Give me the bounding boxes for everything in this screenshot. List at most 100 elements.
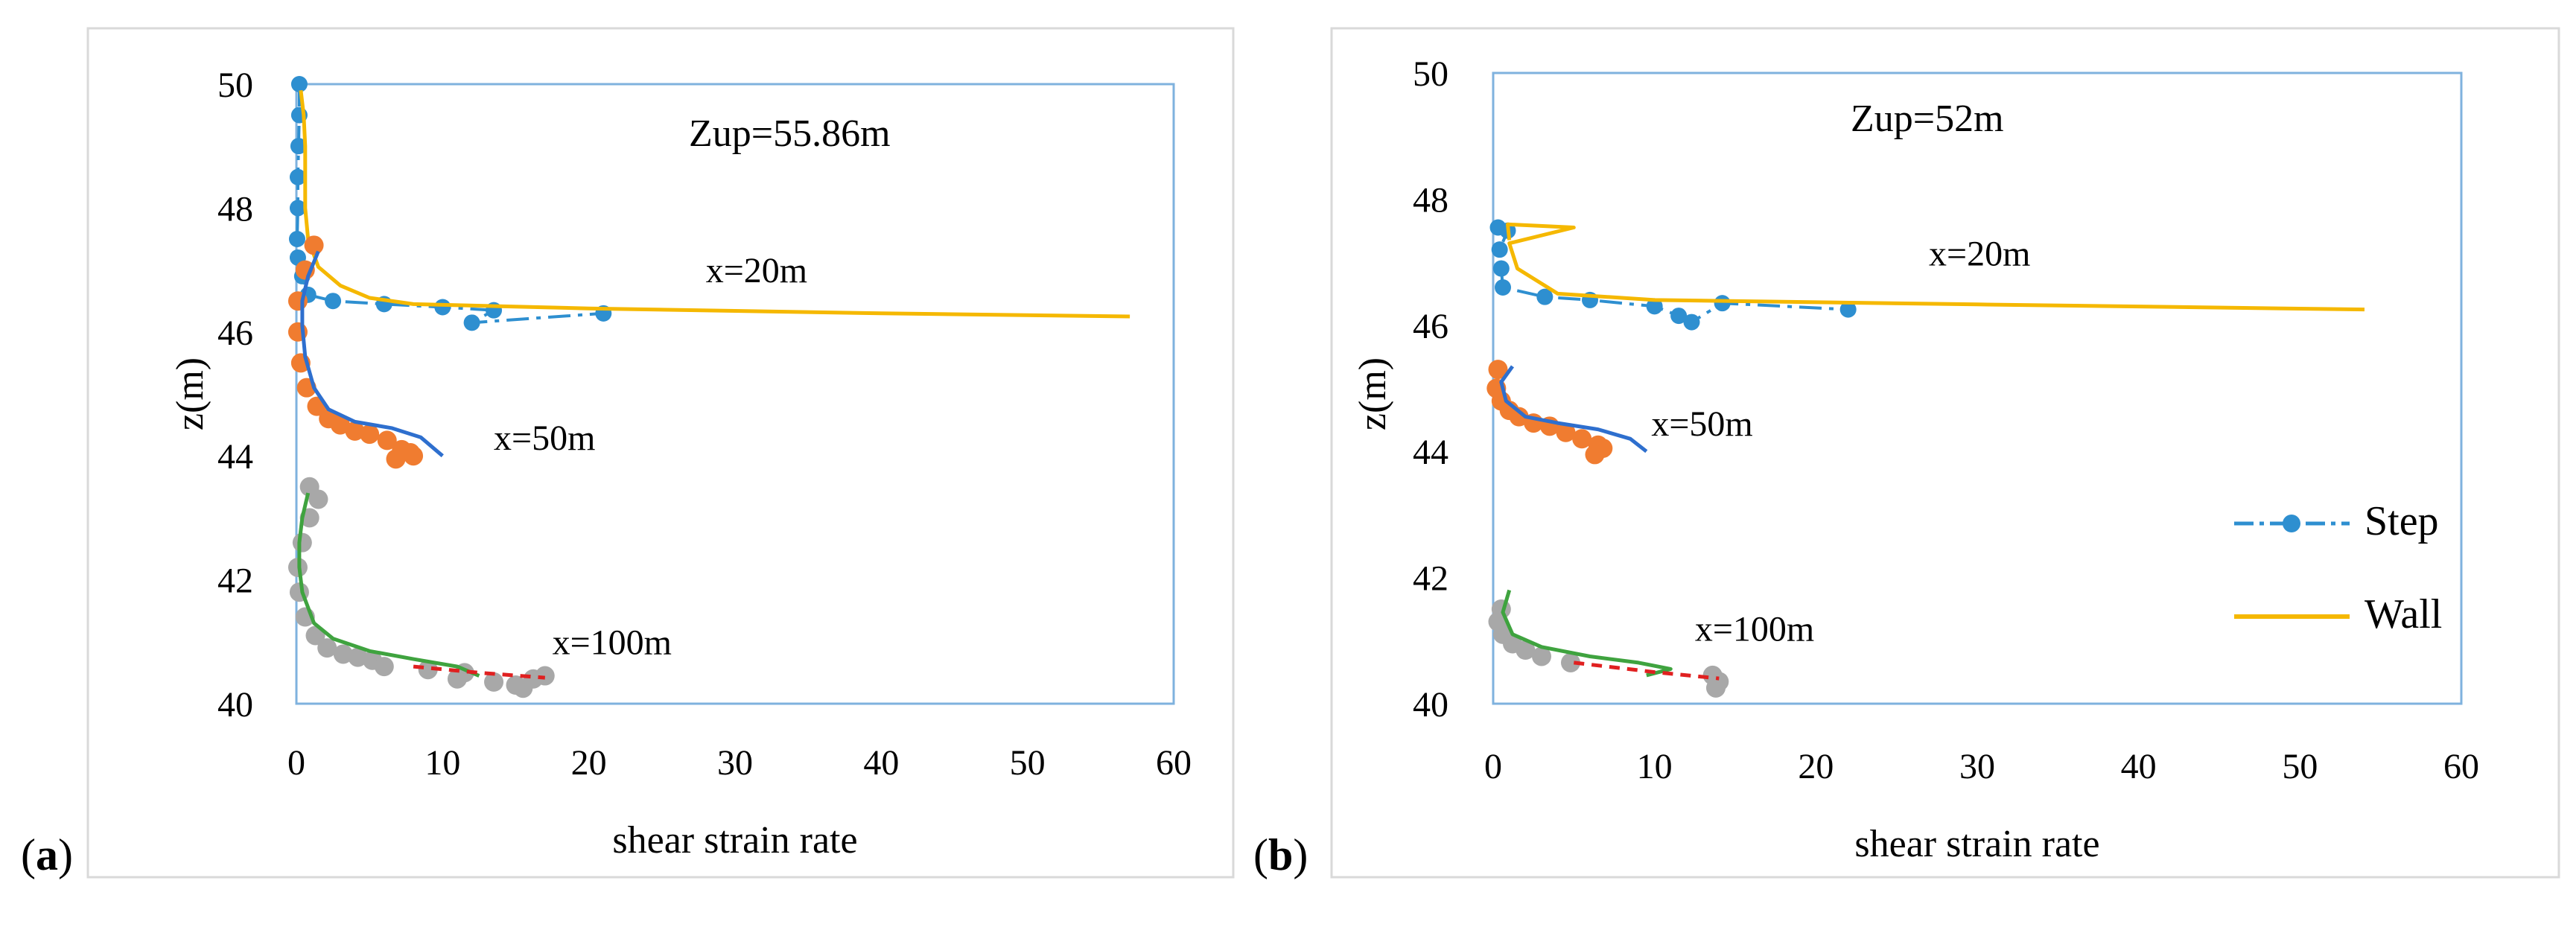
panel-a-series-step-x-100m-point-13 [418, 660, 438, 680]
panel-a-xtick-60: 60 [1156, 743, 1192, 783]
panel-a: 0 10 20 30 40 50 60 40 42 44 46 48 50 Zup=55.86m x=2… [21, 27, 1235, 879]
panel-b-series-step-x-20m-point-4 [1495, 278, 1511, 296]
panel-a-series-step-x-100m-point-15 [447, 669, 467, 689]
panel-b: 0 10 20 30 40 50 60 40 42 44 46 48 50 Zup=52m x=20m x… [1253, 27, 2560, 879]
panel-a-ytick-42: 42 [217, 561, 253, 601]
panel-a-series-step-x-100m-point-12 [374, 657, 394, 677]
panel-a-xtick-50: 50 [1010, 743, 1046, 783]
panel-a-series-step-x-50m-point-9 [345, 421, 365, 441]
panel-a-series-step-x-50m-point-14 [386, 449, 406, 469]
panel-a-annotation-x50m: x=50m [494, 418, 595, 458]
panel-b-series-step-x-50m-point-11 [1585, 445, 1605, 465]
panel-a-series-step-x-20m-point-3 [289, 168, 306, 185]
panel-b-xtick-30: 30 [1959, 747, 1995, 786]
panel-b-legend-step-label: Step [2364, 498, 2439, 544]
panel-b-series-step-x-20m-point-8 [1670, 308, 1688, 325]
panel-a-series-step-x-100m-point-9 [333, 644, 353, 664]
panel-b-series-step-x-50m-point-8 [1572, 429, 1592, 449]
panel-b-series-step-x-100m-point-6 [1561, 652, 1580, 672]
panel-b-series-step-x-100m-point-5 [1532, 646, 1551, 666]
panel-b-series-step-x-20m-point-11 [1839, 301, 1857, 318]
panel-a-xtick-0: 0 [287, 743, 305, 783]
panel-a-series-step-x-100m-point-8 [317, 638, 337, 658]
panel-a-annotation-x100m: x=100m [553, 623, 672, 662]
panel-a-ytick-46: 46 [217, 313, 253, 353]
panel-a-series-step-x-50m-point-8 [330, 415, 350, 435]
panel-b-xtick-60: 60 [2443, 747, 2479, 786]
panel-b-title: Zup=52m [1851, 98, 2004, 140]
panel-a-series-step-x-20m-point-4 [289, 200, 306, 217]
panel-a-series-step-x-100m-point-7 [305, 626, 325, 646]
panel-b-series-step-x-20m-point-7 [1646, 298, 1663, 315]
panel-b-xtick-20: 20 [1798, 747, 1834, 786]
panel-a-ytick-48: 48 [217, 189, 253, 229]
panel-b-series-wall-x-20m [1506, 222, 2365, 312]
panel-a-letter: a [36, 830, 58, 879]
panel-b-tick-labels: 0 10 20 30 40 50 60 40 42 44 46 48 50 [1413, 54, 2479, 786]
panel-b-ytick-50: 50 [1413, 54, 1448, 94]
panel-a-series-wall-x-100m [297, 492, 480, 678]
panel-a-series-step-x-20m-point-11 [434, 299, 451, 316]
panel-b-xtick-50: 50 [2282, 747, 2318, 786]
panel-b-series-step-x-50m-point-4 [1509, 407, 1529, 427]
panel-a-xtick-20: 20 [571, 743, 607, 783]
panel-a-series-step-x-50m-point-11 [377, 430, 397, 451]
panel-b-label: (b) [1253, 830, 1308, 879]
panel-b-ylabel: z(m) [1352, 357, 1394, 430]
panel-b-annotation-x100m: x=100m [1695, 609, 1814, 649]
panel-a-series-step-x-100m-point-16 [484, 672, 504, 692]
panel-b-ytick-48: 48 [1413, 180, 1448, 220]
panel-b-series-extrapolation-x-100m [1574, 661, 1720, 681]
panel-a-series-step-x-50m-point-10 [360, 424, 380, 445]
panel-a-xtick-10: 10 [424, 743, 460, 783]
panel-b-series-step-x-50m-point-7 [1556, 422, 1576, 442]
panel-a-series-step-x-20m-point-2 [290, 138, 307, 155]
panel-b-series-wall-x-100m [1501, 589, 1673, 678]
panel-b-series-step-x-100m-point-9 [1706, 678, 1726, 698]
panel-a-series-step-x-50m-point-15 [404, 446, 424, 466]
panel-b-ytick-40: 40 [1413, 685, 1448, 725]
panel-a-series-step-x-100m-point-3 [292, 532, 312, 553]
panel-a-tick-labels: 0 10 20 30 40 50 60 40 42 44 46 48 50 [217, 66, 1192, 783]
panel-b-ytick-46: 46 [1413, 307, 1448, 346]
panel-a-ytick-40: 40 [217, 685, 253, 725]
panel-a-xtick-30: 30 [717, 743, 753, 783]
panel-a-series-step-x-50m-point-0 [304, 235, 324, 255]
panel-b-legend: Step Wall [2234, 498, 2442, 637]
panel-a-series-wall-x-20m [299, 90, 1130, 319]
panel-a-ytick-44: 44 [217, 437, 253, 477]
panel-b-frame [1330, 27, 2560, 879]
panel-b-xtick-40: 40 [2121, 747, 2157, 786]
panel-b-series [1486, 219, 2365, 698]
panel-a-ylabel: z(m) [169, 357, 212, 430]
panel-a-series-step-x-100m-point-1 [308, 489, 328, 509]
panel-b-xtick-0: 0 [1484, 747, 1502, 786]
panel-a-plot-area [295, 83, 1175, 705]
panel-a-series-step-x-20m-point-0 [290, 76, 308, 92]
panel-b-annotation-x20m: x=20m [1929, 234, 2030, 273]
panel-b-series-step-x-20m-point-2 [1491, 241, 1508, 258]
panel-b-ytick-42: 42 [1413, 559, 1448, 599]
panel-a-series-step-x-20m-point-13 [463, 314, 480, 331]
panel-a-series-wall-x-50m [300, 250, 444, 458]
panel-a-label: (a) [21, 830, 73, 879]
panel-a-title: Zup=55.86m [689, 112, 891, 155]
panel-a-xtick-40: 40 [863, 743, 899, 783]
panel-a-series [287, 76, 1130, 698]
panel-b-ytick-44: 44 [1413, 433, 1448, 472]
panel-a-series-step-x-20m-line [295, 84, 604, 325]
panel-b-xtick-10: 10 [1637, 747, 1673, 786]
panel-a-annotation-x20m: x=20m [706, 251, 807, 290]
panel-a-series-step-x-100m-point-20 [535, 666, 555, 686]
panel-b-letter: b [1268, 830, 1293, 879]
panel-b-series-step-x-100m-point-4 [1516, 640, 1536, 661]
panel-b-series-step-x-50m-point-0 [1488, 360, 1508, 380]
panel-a-series-extrapolation-x-100m [413, 664, 545, 680]
panel-b-series-step-x-20m-point-9 [1683, 313, 1700, 331]
panel-b-legend-step-marker [2283, 515, 2300, 532]
panel-b-series-step-x-20m-point-5 [1536, 288, 1553, 305]
panel-b-annotation-x50m: x=50m [1651, 404, 1752, 444]
panel-a-frame [86, 27, 1235, 879]
panel-a-series-step-x-20m-point-5 [288, 231, 305, 247]
